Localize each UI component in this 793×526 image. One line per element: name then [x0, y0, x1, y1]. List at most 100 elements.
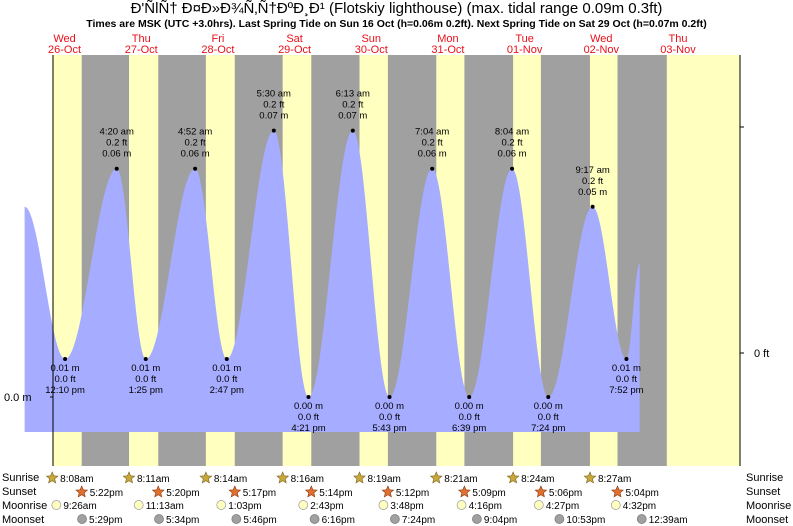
- tide-label: 0.00 m: [534, 401, 563, 412]
- moonrise-icon: [51, 500, 62, 510]
- tide-label: 0.2 ft: [502, 138, 523, 149]
- tide-label: 4:20 am: [100, 127, 134, 138]
- sunrise-icon: [276, 471, 290, 484]
- sunset-icon: [381, 485, 395, 498]
- sunrise-icon: [199, 471, 213, 484]
- moonrise-time: 9:26am: [63, 501, 96, 512]
- moonset-icon: [309, 514, 320, 524]
- day-name: Thu: [132, 33, 151, 45]
- sunrise-icon: [353, 471, 366, 484]
- tide-label: 9:17 am: [575, 165, 609, 176]
- tide-point: [624, 356, 629, 361]
- day-name: Fri: [211, 33, 224, 45]
- right-axis-label: 0 ft: [754, 348, 769, 360]
- low-tide-marker: 0.00 m0.0 ft5:43 pm: [372, 395, 407, 434]
- moonrise-time: 1:03pm: [228, 501, 261, 512]
- sunrise-time: 8:24am: [521, 474, 554, 485]
- daylight-band: [666, 55, 740, 466]
- tide-label: 0.07 m: [259, 111, 288, 122]
- tide-label: 0.06 m: [498, 149, 527, 160]
- sunset-time: 5:17pm: [243, 488, 276, 499]
- tide-label: 5:30 am: [257, 89, 291, 100]
- tide-label: 0.0 ft: [379, 412, 400, 423]
- sun-moon-events: 8:08am 5:22pm 8:11am 5:20pm 8:14am 5:17pm 8:16…: [45, 471, 688, 526]
- moonset-icon: [390, 514, 400, 524]
- moonrise-time: 3:48pm: [390, 501, 423, 512]
- tide-label: 0.2 ft: [342, 100, 363, 111]
- tide-point: [114, 166, 119, 171]
- tide-label: 0.06 m: [418, 149, 447, 160]
- tide-label: 1:25 pm: [129, 385, 163, 396]
- tide-label: 6:39 pm: [452, 423, 486, 434]
- high-tide-marker: 9:17 am0.2 ft0.05 m: [575, 165, 610, 209]
- tide-label: 7:04 am: [415, 127, 449, 138]
- tide-point: [546, 395, 551, 399]
- low-tide-marker: 0.01 m0.0 ft1:25 pm: [129, 356, 163, 396]
- sunrise-time: 8:19am: [368, 474, 401, 485]
- low-tide-marker: 0.00 m0.0 ft4:21 pm: [291, 395, 326, 434]
- moonrise-icon: [216, 500, 227, 510]
- moonset-time: 6:16pm: [322, 515, 355, 526]
- tide-label: 4:52 am: [178, 127, 212, 138]
- tide-label: 0.0 ft: [298, 412, 319, 423]
- sunset-row-label-left: Sunset: [2, 486, 36, 498]
- tide-point: [350, 128, 355, 133]
- moonset-icon: [636, 514, 647, 524]
- high-tide-marker: 5:30 am0.2 ft0.07 m: [257, 89, 291, 133]
- tide-point: [467, 395, 472, 399]
- moonset-icon: [154, 514, 164, 524]
- tide-label: 0.2 ft: [263, 100, 284, 111]
- moonrise-icon: [456, 500, 467, 510]
- tide-label: 5:43 pm: [372, 423, 406, 434]
- sunrise-time: 8:14am: [214, 474, 247, 485]
- sunset-icon: [304, 485, 318, 498]
- tide-point: [193, 166, 198, 171]
- day-name: Wed: [53, 33, 75, 45]
- sunrise-icon: [45, 471, 59, 484]
- tide-point: [510, 166, 515, 171]
- sunrise-time: 8:16am: [291, 474, 324, 485]
- sunrise-time: 8:21am: [444, 474, 477, 485]
- sunset-time: 5:12pm: [396, 488, 429, 499]
- moonrise-row-label-left: Moonrise: [2, 500, 47, 512]
- tide-label: 0.01 m: [51, 363, 80, 374]
- chart-title: Ð'ÑlÑ† Ð¤Ð»Ð¾Ñ‚Ñ†ÐºÐ¸Ð¹ (Flotskiy lighth…: [130, 0, 663, 17]
- tide-point: [430, 166, 435, 171]
- sunset-time: 5:06pm: [549, 488, 582, 499]
- tide-label: 0.2 ft: [185, 138, 206, 149]
- sunset-icon: [457, 485, 471, 498]
- moonset-icon: [554, 514, 565, 524]
- high-tide-marker: 4:52 am0.2 ft0.06 m: [178, 127, 212, 171]
- moonset-icon: [77, 514, 87, 524]
- sunrise-icon: [122, 471, 136, 484]
- low-tide-marker: 0.01 m0.0 ft2:47 pm: [210, 356, 244, 396]
- day-date: 26-Oct: [48, 44, 81, 56]
- sunset-time: 5:09pm: [472, 488, 505, 499]
- moonset-icon: [231, 514, 242, 524]
- moonrise-time: 2:43pm: [310, 501, 343, 512]
- moonset-time: 10:53pm: [566, 515, 605, 526]
- moonrise-icon: [133, 500, 144, 510]
- tide-label: 0.06 m: [102, 149, 131, 160]
- high-tide-marker: 7:04 am0.2 ft0.06 m: [415, 127, 449, 171]
- low-tide-marker: 0.00 m0.0 ft6:39 pm: [452, 395, 486, 434]
- moonset-time: 5:29pm: [89, 515, 122, 526]
- day-date: 01-Nov: [507, 44, 543, 56]
- day-date: 02-Nov: [584, 44, 620, 56]
- tide-point: [63, 356, 68, 361]
- sunset-icon: [151, 485, 165, 498]
- moonrise-icon: [533, 500, 544, 510]
- tide-label: 0.0 ft: [135, 374, 156, 385]
- high-tide-marker: 8:04 am0.2 ft0.06 m: [495, 127, 529, 171]
- low-tide-marker: 0.00 m0.0 ft7:24 pm: [531, 395, 566, 434]
- sunrise-time: 8:11am: [137, 474, 170, 485]
- moonrise-time: 4:16pm: [469, 501, 502, 512]
- sunset-icon: [534, 485, 548, 498]
- sunset-row-label-right: Sunset: [746, 486, 780, 498]
- moonrise-icon: [610, 500, 621, 510]
- day-name: Tue: [515, 33, 534, 45]
- moonset-row-label-left: Moonset: [2, 514, 44, 526]
- sunrise-icon: [583, 471, 597, 484]
- tide-label: 12:10 pm: [45, 385, 85, 396]
- tide-label: 0.2 ft: [582, 176, 603, 187]
